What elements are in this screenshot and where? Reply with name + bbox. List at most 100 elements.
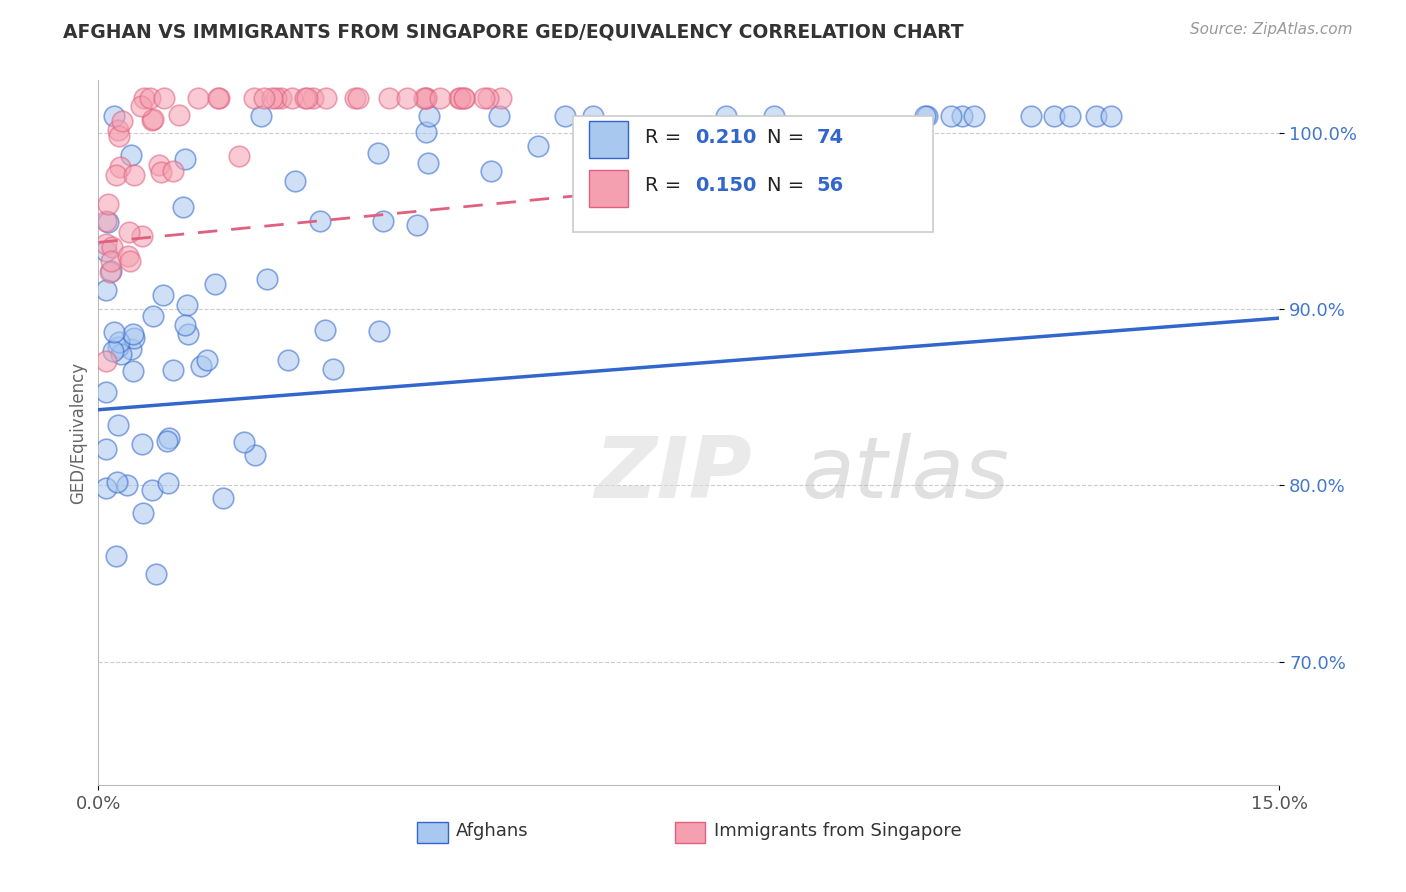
Point bbox=[103, 108, 125, 122]
Point bbox=[122, 330, 145, 344]
Point bbox=[322, 362, 344, 376]
Point bbox=[249, 108, 271, 122]
Point bbox=[96, 283, 118, 297]
Point bbox=[449, 91, 471, 105]
Point bbox=[138, 91, 160, 105]
Point bbox=[107, 123, 129, 137]
Point bbox=[277, 353, 299, 368]
Point bbox=[141, 112, 163, 127]
Point bbox=[554, 108, 576, 122]
Point bbox=[152, 288, 174, 302]
Point bbox=[118, 253, 141, 268]
Point bbox=[162, 363, 184, 377]
Point bbox=[131, 437, 153, 451]
FancyBboxPatch shape bbox=[589, 121, 627, 158]
Point bbox=[413, 91, 436, 105]
Point bbox=[309, 214, 332, 228]
Text: 56: 56 bbox=[817, 177, 844, 195]
Point bbox=[134, 91, 156, 105]
Point bbox=[100, 254, 122, 268]
Point bbox=[963, 108, 986, 122]
Point bbox=[479, 163, 502, 178]
Point bbox=[110, 347, 132, 361]
Point bbox=[242, 91, 264, 105]
FancyBboxPatch shape bbox=[418, 822, 449, 843]
Point bbox=[118, 226, 141, 240]
Point bbox=[415, 125, 437, 139]
Point bbox=[207, 91, 229, 105]
Point bbox=[101, 240, 124, 254]
Text: atlas: atlas bbox=[801, 434, 1010, 516]
Point bbox=[96, 214, 118, 228]
Point bbox=[415, 91, 437, 105]
Point bbox=[1043, 108, 1066, 122]
Point bbox=[98, 264, 121, 278]
Point bbox=[477, 91, 499, 105]
Point bbox=[120, 148, 142, 162]
Point bbox=[117, 249, 139, 263]
FancyBboxPatch shape bbox=[589, 170, 627, 207]
Point bbox=[145, 566, 167, 581]
Point bbox=[105, 549, 128, 563]
Point bbox=[100, 264, 122, 278]
Text: R =: R = bbox=[645, 177, 688, 195]
Point bbox=[378, 91, 401, 105]
Text: 0.150: 0.150 bbox=[695, 177, 756, 195]
Point bbox=[489, 91, 512, 105]
Point bbox=[453, 91, 475, 105]
FancyBboxPatch shape bbox=[574, 115, 934, 232]
Point bbox=[129, 99, 152, 113]
Point bbox=[142, 112, 165, 127]
Point bbox=[449, 91, 471, 105]
Point bbox=[1019, 108, 1042, 122]
Point bbox=[714, 108, 737, 122]
Point bbox=[190, 359, 212, 373]
Point bbox=[406, 218, 429, 232]
Point bbox=[162, 163, 184, 178]
Point bbox=[915, 108, 938, 122]
Point bbox=[195, 352, 218, 367]
Point bbox=[243, 448, 266, 462]
Point bbox=[208, 91, 231, 105]
Point bbox=[294, 91, 316, 105]
Point bbox=[367, 146, 389, 161]
Point bbox=[173, 318, 195, 333]
Point bbox=[96, 442, 118, 456]
Point bbox=[152, 91, 174, 105]
Point bbox=[762, 108, 785, 122]
Point bbox=[1099, 108, 1122, 122]
Point bbox=[228, 149, 250, 163]
Point bbox=[156, 434, 179, 449]
Point bbox=[368, 324, 391, 338]
Point bbox=[172, 200, 194, 214]
Text: R =: R = bbox=[645, 128, 688, 147]
Point bbox=[416, 156, 439, 170]
Point bbox=[270, 91, 292, 105]
Text: N =: N = bbox=[766, 177, 810, 195]
Point bbox=[1059, 108, 1081, 122]
Text: N =: N = bbox=[766, 128, 810, 147]
Point bbox=[122, 169, 145, 183]
Point bbox=[284, 173, 307, 187]
Point bbox=[347, 91, 370, 105]
Point bbox=[108, 334, 131, 349]
Text: AFGHAN VS IMMIGRANTS FROM SINGAPORE GED/EQUIVALENCY CORRELATION CHART: AFGHAN VS IMMIGRANTS FROM SINGAPORE GED/… bbox=[63, 22, 965, 41]
Point bbox=[526, 139, 548, 153]
Point bbox=[939, 108, 962, 122]
Point bbox=[453, 91, 475, 105]
Point bbox=[301, 91, 323, 105]
Point bbox=[371, 214, 394, 228]
Point bbox=[132, 506, 155, 520]
Point bbox=[581, 108, 603, 122]
Point bbox=[914, 108, 936, 122]
Text: ZIP: ZIP bbox=[595, 434, 752, 516]
Point bbox=[105, 475, 128, 490]
Point bbox=[97, 197, 120, 211]
Point bbox=[105, 168, 128, 182]
Point bbox=[121, 364, 143, 378]
Point bbox=[96, 481, 118, 495]
Point bbox=[474, 91, 496, 105]
Point bbox=[488, 108, 510, 122]
Y-axis label: GED/Equivalency: GED/Equivalency bbox=[69, 361, 87, 504]
Point bbox=[256, 272, 278, 286]
